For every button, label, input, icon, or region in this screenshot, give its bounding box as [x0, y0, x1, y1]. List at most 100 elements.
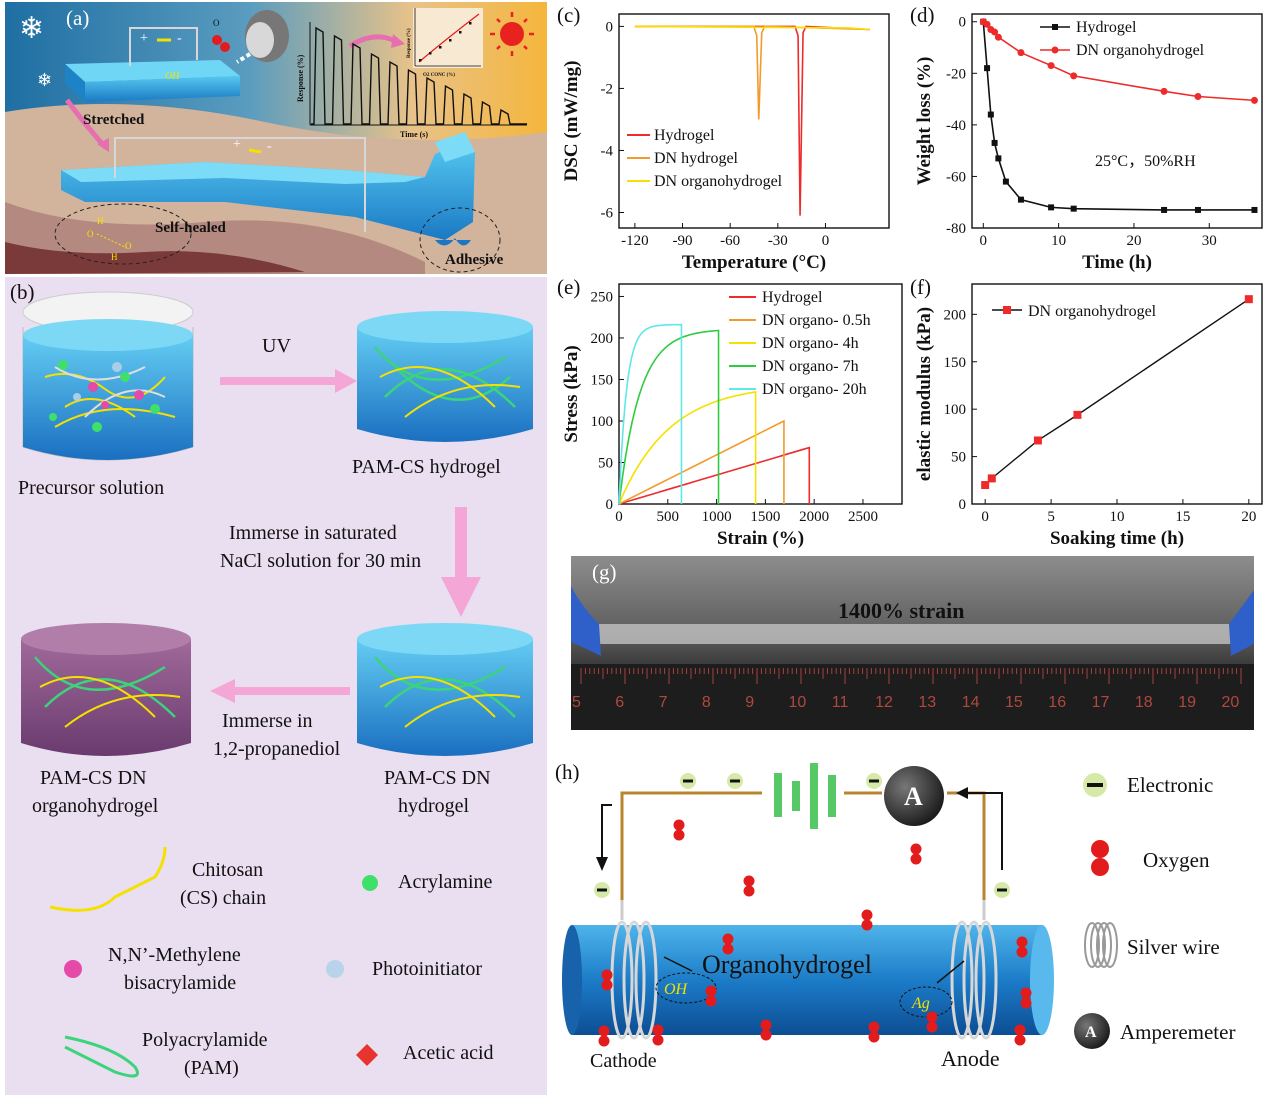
oxygen-atom — [1014, 1024, 1026, 1036]
oxygen-atom — [760, 1019, 772, 1031]
x-tick-label: 1500 — [750, 509, 780, 525]
x-tick-label: 2000 — [799, 509, 829, 525]
mba-icon — [64, 960, 82, 978]
immerse-nacl-line2: NaCl solution for 30 min — [220, 550, 422, 572]
data-point — [991, 28, 999, 36]
ruler-number: 9 — [745, 694, 755, 711]
pamcs-hydrogel-label: PAM-CS hydrogel — [352, 456, 501, 478]
data-point — [1017, 49, 1025, 57]
data-point — [1194, 93, 1202, 101]
x-axis-label: Strain (%) — [717, 528, 804, 549]
oxygen-atom — [722, 943, 734, 955]
stretched-label: Stretched — [83, 112, 145, 128]
panel-g-photo — [571, 556, 1254, 730]
x-tick-label: 5 — [1047, 509, 1055, 525]
x-tick-label: -30 — [768, 233, 788, 249]
x-axis-label: Temperature (°C) — [682, 252, 826, 273]
x-tick-label: 1000 — [702, 509, 732, 525]
chitosan-chain-icon — [49, 846, 167, 912]
x-tick-label: 15 — [1175, 509, 1190, 525]
inset-xlabel: Time (s) — [400, 130, 428, 139]
legend-mba-1: N,N’-Methylene — [108, 944, 241, 966]
legend-chitosan-2: (CS) chain — [180, 887, 267, 909]
pam-chain-icon — [64, 1035, 139, 1078]
data-point — [1251, 206, 1258, 213]
y-tick-label: 0 — [606, 497, 614, 513]
y-axis-label: Weight loss (%) — [914, 57, 935, 186]
oxygen-atom — [910, 843, 922, 855]
legend-electronic: Electronic — [1127, 773, 1214, 797]
oxygen-atom — [722, 933, 734, 945]
electron-legend-icon — [1083, 773, 1107, 797]
data-point — [984, 65, 991, 72]
oxygen-atom — [601, 969, 613, 981]
y-tick-label: 200 — [944, 307, 967, 323]
immerse-prop-line2: 1,2-propanediol — [213, 738, 341, 760]
y-tick-label: 250 — [591, 289, 614, 305]
y-tick-label: 0 — [959, 497, 967, 513]
ruler-number: 11 — [831, 694, 849, 711]
ruler-number: 6 — [615, 694, 625, 711]
x-tick-label: 20 — [1126, 233, 1141, 249]
series-line — [618, 329, 720, 505]
series-line — [634, 25, 870, 120]
data-point — [1160, 87, 1168, 95]
panel-b — [5, 277, 547, 1095]
chart-c-dsc: -120 -90 -60 -30 0 0 -2 -4 -6 Temperature (°C) DSC… — [557, 3, 890, 273]
oxygen-atom — [868, 1021, 880, 1033]
annotation: 25°C，50%RH — [1095, 153, 1196, 170]
y-tick-label: -2 — [601, 81, 614, 97]
legend-label: DN hydrogel — [654, 150, 739, 167]
mini-xlabel: O2 CONC (%) — [423, 73, 455, 78]
bond-o-1: O — [87, 229, 94, 239]
oxygen-atom — [673, 829, 685, 841]
y-tick-label: -4 — [601, 143, 614, 159]
legend-marker — [1052, 24, 1058, 30]
anode-coil — [950, 920, 998, 1040]
mini-ylabel: Response (%) — [407, 28, 412, 58]
x-tick-label: 0 — [615, 509, 623, 525]
ruler-number: 16 — [1048, 694, 1067, 711]
oxygen-legend-icon — [1091, 840, 1109, 876]
oxygen-atom — [652, 1024, 664, 1036]
oxygen-atom — [743, 875, 755, 887]
ammeter-legend-letter: A — [1085, 1024, 1097, 1041]
legend-label: DN organo- 4h — [762, 335, 859, 352]
y-tick-label: 150 — [591, 372, 614, 388]
series-line — [982, 21, 1255, 211]
ruler-number: 14 — [961, 694, 980, 711]
cathode-coil — [610, 920, 658, 1040]
legend-label: Hydrogel — [654, 127, 715, 144]
ruler-number: 8 — [701, 694, 711, 711]
data-point — [1161, 206, 1168, 213]
oxygen-atom — [861, 909, 873, 921]
legend-label: DN organo- 7h — [762, 358, 859, 375]
bond-h-2: H — [111, 252, 118, 262]
legend-oxygen: Oxygen — [1143, 848, 1210, 872]
oxygen-atom — [598, 1025, 610, 1037]
self-healed-label: Self-healed — [155, 220, 226, 236]
series-line — [618, 323, 683, 505]
dn-hydrogel-cup — [357, 623, 533, 756]
x-tick-label: 10 — [1051, 233, 1066, 249]
ruler-number: 17 — [1091, 694, 1110, 711]
strain-1400-label: 1400% strain — [838, 598, 965, 623]
o2-conc-mini-chart: O2 CONC (%) Response (%) — [407, 8, 483, 78]
x-tick-label: 500 — [657, 509, 680, 525]
panel-label: (f) — [910, 275, 931, 299]
x-tick-label: 0 — [981, 509, 989, 525]
legend-acrylamine: Acrylamine — [398, 871, 493, 893]
ruler-number: 10 — [788, 694, 807, 711]
oxygen-atom — [1020, 997, 1032, 1009]
ammeter-icon — [884, 766, 944, 826]
organohydrogel-label: Organohydrogel — [702, 950, 872, 979]
data-point — [1070, 205, 1077, 212]
y-tick-label: -40 — [946, 118, 966, 134]
series-line — [618, 446, 811, 505]
chart-d-weight-loss: 0 10 20 30 0 -20 -40 -60 -80 Time (h) Weight loss … — [910, 3, 1263, 273]
photoinitiator-icon — [326, 960, 344, 978]
oxygen-atom — [926, 1011, 938, 1023]
ruler-number: 15 — [1005, 694, 1023, 711]
ruler-number: 12 — [875, 694, 893, 711]
panel-h-label: (h) — [555, 760, 580, 784]
